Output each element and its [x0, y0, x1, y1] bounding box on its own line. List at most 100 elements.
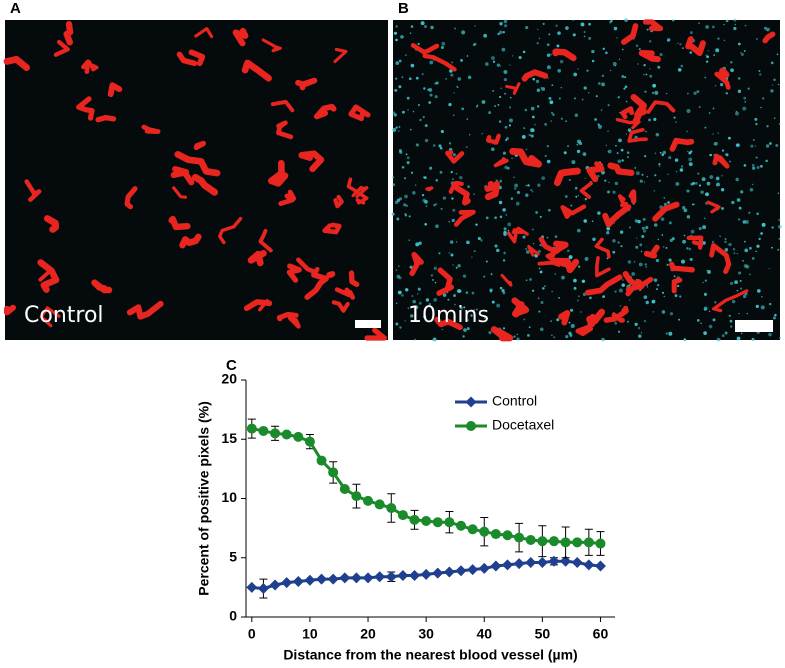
- cyan-speckle: [725, 19, 729, 23]
- red-vessel: [490, 326, 514, 342]
- cyan-speckle: [481, 100, 486, 104]
- cyan-speckle: [750, 144, 754, 148]
- marker: [456, 520, 467, 531]
- cyan-speckle: [427, 88, 430, 91]
- cyan-speckle: [651, 91, 655, 95]
- cyan-speckle: [738, 218, 741, 221]
- cyan-speckle: [657, 238, 660, 241]
- cyan-speckle: [759, 73, 762, 76]
- cyan-speckle: [571, 160, 576, 165]
- microscopy-panels: [3, 18, 782, 342]
- red-vessel: [553, 167, 581, 187]
- cyan-speckle: [516, 337, 520, 341]
- cyan-speckle: [654, 152, 657, 154]
- cyan-speckle: [492, 60, 496, 63]
- cyan-speckle: [455, 266, 458, 269]
- red-vessel: [579, 181, 593, 199]
- cyan-speckle: [612, 61, 617, 66]
- cyan-speckle: [713, 54, 715, 56]
- cyan-speckle: [627, 260, 632, 264]
- cyan-speckle: [777, 83, 780, 86]
- marker: [397, 510, 408, 521]
- cyan-speckle: [614, 290, 617, 293]
- cyan-speckle: [540, 301, 544, 305]
- y-tick-label: 15: [221, 430, 237, 446]
- cyan-speckle: [546, 144, 550, 148]
- cyan-speckle: [643, 64, 646, 67]
- cyan-speckle: [626, 151, 630, 154]
- cyan-speckle: [434, 281, 437, 284]
- cyan-speckle: [616, 36, 618, 39]
- cyan-speckle: [641, 226, 645, 230]
- marker: [292, 575, 304, 587]
- cyan-speckle: [657, 65, 661, 69]
- cyan-speckle: [623, 87, 626, 90]
- cyan-speckle: [645, 225, 649, 230]
- red-vessel: [298, 150, 325, 173]
- red-vessel: [168, 215, 191, 231]
- red-vessel: [538, 236, 558, 260]
- cyan-speckle: [573, 72, 578, 77]
- cyan-speckle: [570, 324, 575, 328]
- image-caption: Control: [24, 303, 104, 328]
- cyan-speckle: [759, 164, 763, 168]
- cyan-speckle: [421, 73, 424, 76]
- cyan-speckle: [777, 224, 782, 229]
- red-vessel: [232, 27, 249, 47]
- panel-label: B: [398, 0, 409, 17]
- marker: [548, 555, 560, 567]
- cyan-speckle: [395, 38, 398, 42]
- cyan-speckle: [754, 145, 757, 147]
- cyan-speckle: [683, 234, 686, 237]
- cyan-speckle: [769, 142, 772, 145]
- cyan-speckle: [617, 159, 622, 164]
- cyan-speckle: [414, 184, 417, 186]
- cyan-speckle: [424, 222, 428, 226]
- cyan-speckle: [397, 130, 400, 132]
- cyan-speckle: [525, 193, 529, 197]
- red-vessel: [603, 305, 629, 323]
- cyan-speckle: [742, 294, 747, 298]
- cyan-speckle: [415, 242, 420, 247]
- cyan-speckle: [580, 311, 582, 313]
- red-vessel: [322, 222, 342, 235]
- cyan-speckle: [778, 237, 781, 240]
- cyan-speckle: [498, 200, 503, 205]
- cyan-speckle: [646, 28, 649, 31]
- cyan-speckle: [675, 181, 680, 186]
- cyan-speckle: [777, 192, 780, 194]
- cyan-speckle: [499, 95, 502, 99]
- cyan-speckle: [752, 139, 755, 141]
- marker: [525, 556, 537, 568]
- red-vessel: [712, 153, 730, 169]
- cyan-speckle: [559, 59, 564, 64]
- red-vessel: [628, 189, 637, 204]
- cyan-speckle: [395, 322, 399, 326]
- cyan-speckle: [592, 237, 596, 242]
- cyan-speckle: [401, 294, 404, 297]
- cyan-speckle: [658, 165, 661, 168]
- cyan-speckle: [645, 266, 647, 268]
- cyan-speckle: [570, 308, 574, 312]
- red-vessel: [346, 177, 369, 205]
- cyan-speckle: [589, 296, 592, 300]
- cyan-speckle: [657, 284, 660, 287]
- cyan-speckle: [748, 211, 751, 214]
- marker: [362, 572, 374, 584]
- marker: [583, 559, 595, 571]
- y-tick-label: 5: [229, 548, 237, 564]
- cyan-speckle: [668, 156, 672, 160]
- cyan-speckle: [749, 188, 754, 192]
- cyan-speckle: [465, 146, 468, 149]
- cyan-speckle: [712, 107, 715, 110]
- cyan-speckle: [618, 138, 622, 143]
- cyan-speckle: [645, 130, 647, 133]
- cyan-speckle: [709, 175, 714, 179]
- cyan-speckle: [708, 324, 713, 329]
- cyan-speckle: [707, 50, 710, 52]
- cyan-speckle: [706, 55, 709, 59]
- red-vessel: [615, 117, 641, 130]
- cyan-speckle: [449, 240, 454, 244]
- cyan-speckle: [435, 203, 438, 206]
- cyan-speckle: [714, 301, 717, 304]
